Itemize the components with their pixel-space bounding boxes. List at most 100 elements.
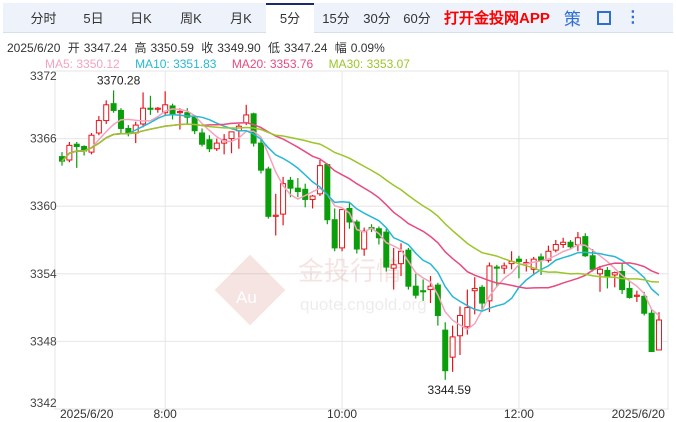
tab-5min[interactable]: 5分 [266,2,314,33]
ma-legend: MA5: 3350.12 MA10: 3351.83 MA20: 3353.76… [45,57,422,71]
candle [125,125,132,137]
candle-body [604,269,611,277]
candle-body [405,249,412,287]
candle-body [574,237,581,246]
candle-body [493,266,500,269]
candle [309,194,316,209]
candle-body [412,285,419,296]
max-price-annotation: 3370.28 [97,73,141,87]
candle [486,262,493,313]
info-open: 3347.24 [83,41,128,55]
candle-body [95,120,102,134]
candle-body [479,286,486,304]
candle-body [176,111,183,114]
candle [604,267,611,289]
candle-body [73,143,80,147]
tab-60min[interactable]: 60分 [403,11,431,26]
x-tick-label: 10:00 [327,407,357,421]
watermark-logo-text: Au [236,288,257,307]
tab-weekly-k[interactable]: 周K [180,11,202,26]
candle [434,282,441,326]
candle [213,138,220,151]
tab-15min[interactable]: 15分 [322,11,350,26]
candle-body [280,183,287,215]
candle [331,208,338,252]
candle-body [486,265,493,302]
candle [140,92,147,128]
candle-body [383,231,390,268]
candle [316,160,323,197]
candle-body [228,131,235,140]
fullscreen-icon[interactable] [596,10,611,25]
y-tick-label: 3372 [30,69,57,83]
candle-body [361,230,368,250]
candle-body [464,307,471,328]
candle [456,306,463,355]
info-high: 3350.59 [150,41,194,55]
tab-5day[interactable]: 5日 [83,11,104,26]
candle [648,309,655,353]
candle-body [184,112,191,118]
candle-body [346,207,353,223]
ma10-line [61,113,660,312]
candle-body [88,134,95,153]
candle-body [147,107,154,110]
candle-body [567,241,574,248]
tab-30min[interactable]: 30分 [363,11,391,26]
candle-body [633,294,640,297]
candle-body [442,329,449,372]
candle-body [353,221,360,250]
candle-body [243,114,250,124]
open-app-link[interactable]: 打开金投网APP [444,10,550,27]
tab-daily-k[interactable]: 日K [130,11,152,26]
candle-body [589,255,596,270]
candle-body [449,336,456,358]
tab-intraday[interactable]: 分时 [30,11,57,26]
candle [221,134,228,155]
candle-body [316,165,323,195]
candle-body [530,258,537,270]
candle [619,263,626,295]
candle [169,103,176,120]
ohlc-info: 2025/6/20 开 3347.24 高 3350.59 收 3349.90 低 33… [7,39,389,56]
candle-body [206,139,213,150]
candle [633,290,640,302]
watermark-logo [214,254,286,326]
candle [250,112,257,147]
candle [272,193,279,236]
candle [199,128,206,147]
tab-monthly-k[interactable]: 月K [230,11,252,26]
ma10-legend: MA10: 3351.83 [135,57,217,71]
x-tick-label: 2025/6/20 [612,407,666,421]
candle-body [515,258,522,262]
candle [412,273,419,299]
candle [73,141,80,168]
candle [442,322,449,380]
strategy-button[interactable]: 策 [563,10,581,29]
info-change: 0.09% [350,41,385,55]
candle-body [162,104,169,114]
candle-body [641,295,648,314]
x-tick-label: 8:00 [154,407,178,421]
candle [420,279,427,301]
candle-body [655,319,662,351]
info-low: 3347.24 [284,41,328,55]
y-tick-label: 3342 [30,396,57,410]
y-tick-label: 3360 [30,199,57,213]
candle [471,277,478,315]
candle-body [626,287,633,298]
candle [257,139,264,174]
y-tick-label: 3348 [30,334,57,348]
candle-body [154,107,161,110]
candle [228,131,235,154]
candle [464,289,471,335]
candle-body [648,312,655,353]
candle-body [331,219,338,249]
candle [154,107,161,113]
candle-body [265,168,272,217]
candle-body [103,104,110,122]
candle [449,325,456,372]
candle [339,209,346,252]
candle [427,276,434,304]
